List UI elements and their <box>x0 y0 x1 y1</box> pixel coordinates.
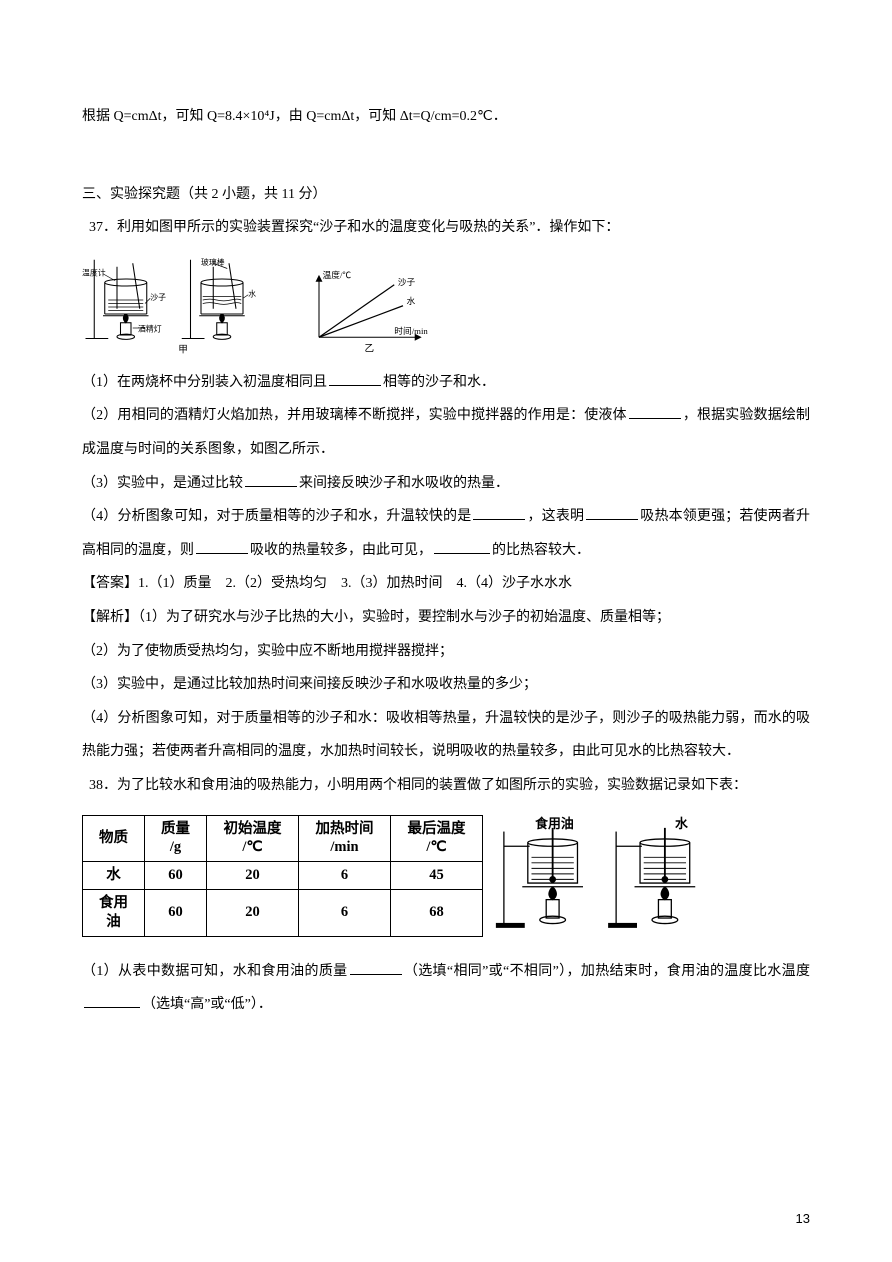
q37-exp4: （4）分析图象可知，对于质量相等的沙子和水：吸收相等热量，升温较快的是沙子，则沙… <box>82 702 810 769</box>
q37-p3a: （3）实验中，是通过比较 <box>82 476 243 491</box>
svg-text:酒精灯: 酒精灯 <box>138 323 162 333</box>
q37-stem: 37．利用如图甲所示的实验装置探究“沙子和水的温度变化与吸热的关系”．操作如下： <box>82 211 810 245</box>
q37-exp2: （2）为了使物质受热均匀，实验中应不断地用搅拌器搅拌； <box>82 635 810 669</box>
intro-formula: 根据 Q=cmΔt，可知 Q=8.4×10⁴J，由 Q=cmΔt，可知 Δt=Q… <box>82 100 810 134</box>
page-number: 13 <box>796 1203 810 1234</box>
svg-text:沙子: 沙子 <box>398 277 416 287</box>
q37-p1: （1）在两烧杯中分别装入初温度相同且 相等的沙子和水． <box>82 366 810 400</box>
col0-h1: 物质 <box>99 830 128 846</box>
q37-p1a: （1）在两烧杯中分别装入初温度相同且 <box>82 375 327 390</box>
q37-p4b: ，这表明 <box>527 509 584 524</box>
table-row: 食用油 60 20 6 68 <box>83 890 483 937</box>
q38-stem: 38．为了比较水和食用油的吸热能力，小明用两个相同的装置做了如图所示的实验，实验… <box>82 769 810 803</box>
col2-h1: 初始温度 <box>224 821 282 837</box>
cell: 20 <box>207 890 299 937</box>
blank <box>350 959 402 974</box>
q37-exp3: （3）实验中，是通过比较加热时间来间接反映沙子和水吸收热量的多少； <box>82 668 810 702</box>
q38-table: 物质 质量/g 初始温度 /℃ 加热时间/min 最后温度 /℃ 水 60 20 6… <box>82 815 483 937</box>
q37-p4d: 吸收的热量较多，由此可见， <box>250 543 432 558</box>
col1-h1: 质量 <box>161 821 190 837</box>
svg-text:食用油: 食用油 <box>535 815 574 830</box>
section3-heading: 三、实验探究题（共 2 小题，共 11 分） <box>82 178 810 212</box>
blank <box>434 538 490 553</box>
page-content: 根据 Q=cmΔt，可知 Q=8.4×10⁴J，由 Q=cmΔt，可知 Δt=Q… <box>82 100 810 1022</box>
graph-yi: 温度/℃ 沙子 水 时间/min 乙 <box>298 266 438 356</box>
svg-text:时间/min: 时间/min <box>394 325 428 336</box>
q37-p3b: 来间接反映沙子和水吸收的热量． <box>299 476 509 491</box>
blank <box>84 993 140 1008</box>
cell: 60 <box>145 862 207 890</box>
svg-text:水: 水 <box>675 815 688 830</box>
svg-text:水: 水 <box>248 288 256 298</box>
q38-apparatus: 食用油 水 <box>491 815 721 935</box>
svg-text:沙子: 沙子 <box>150 293 166 302</box>
svg-text:玻璃棒: 玻璃棒 <box>201 257 225 267</box>
cell: 6 <box>299 890 391 937</box>
col2-h2: /℃ <box>242 839 262 855</box>
blank <box>629 404 681 419</box>
svg-text:水: 水 <box>407 295 416 306</box>
col4-h1: 最后温度 <box>408 821 466 837</box>
cell: 60 <box>145 890 207 937</box>
cell: 6 <box>299 862 391 890</box>
q37-p2a: （2）用相同的酒精灯火焰加热，并用玻璃棒不断搅拌，实验中搅拌器的作用是：使液体 <box>82 408 627 423</box>
svg-text:乙: 乙 <box>365 343 375 354</box>
table-header-row: 物质 质量/g 初始温度 /℃ 加热时间/min 最后温度 /℃ <box>83 815 483 862</box>
cell: 水 <box>83 862 145 890</box>
q37-p3: （3）实验中，是通过比较 来间接反映沙子和水吸收的热量． <box>82 467 810 501</box>
q38-figure-row: 物质 质量/g 初始温度 /℃ 加热时间/min 最后温度 /℃ 水 60 20 6… <box>82 815 810 937</box>
blank <box>196 538 248 553</box>
col4-h2: /℃ <box>426 839 446 855</box>
q37-answer: 【答案】1.（1）质量 2.（2）受热均匀 3.（3）加热时间 4.（4）沙子水… <box>82 567 810 601</box>
q37-p1b: 相等的沙子和水． <box>383 375 495 390</box>
q38-p1c: （选填“高”或“低”）． <box>142 997 272 1012</box>
svg-text:温度计: 温度计 <box>82 267 106 277</box>
blank <box>245 471 297 486</box>
q37-p4a: （4）分析图象可知，对于质量相等的沙子和水，升温较快的是 <box>82 509 471 524</box>
cell: 20 <box>207 862 299 890</box>
blank <box>329 370 381 385</box>
svg-text:温度/℃: 温度/℃ <box>323 269 352 280</box>
col1-h2: /g <box>170 839 181 855</box>
q37-p4: （4）分析图象可知，对于质量相等的沙子和水，升温较快的是，这表明吸热本领更强；若… <box>82 500 810 567</box>
q38-p1a: （1）从表中数据可知，水和食用油的质量 <box>82 964 348 979</box>
col3-h1: 加热时间 <box>316 821 374 837</box>
q37-figures: 温度计 玻璃棒 沙子 水 酒精灯 甲 温度/℃ <box>82 251 810 356</box>
q37-p2: （2）用相同的酒精灯火焰加热，并用玻璃棒不断搅拌，实验中搅拌器的作用是：使液体，… <box>82 399 810 466</box>
blank <box>473 505 525 520</box>
cell: 45 <box>391 862 483 890</box>
q37-exp1: 【解析】（1）为了研究水与沙子比热的大小，实验时，要控制水与沙子的初始温度、质量… <box>82 601 810 635</box>
cell: 食用油 <box>83 890 145 937</box>
table-row: 水 60 20 6 45 <box>83 862 483 890</box>
col3-h2: /min <box>330 839 358 855</box>
q38-p1: （1）从表中数据可知，水和食用油的质量 （选填“相同”或“不相同”），加热结束时，… <box>82 955 810 1022</box>
blank <box>586 505 638 520</box>
cell: 68 <box>391 890 483 937</box>
svg-text:甲: 甲 <box>178 344 188 355</box>
q38-p1b: （选填“相同”或“不相同”），加热结束时，食用油的温度比水温度 <box>404 964 810 979</box>
q37-p4e: 的比热容较大． <box>492 543 590 558</box>
apparatus-jia: 温度计 玻璃棒 沙子 水 酒精灯 甲 <box>82 251 292 356</box>
